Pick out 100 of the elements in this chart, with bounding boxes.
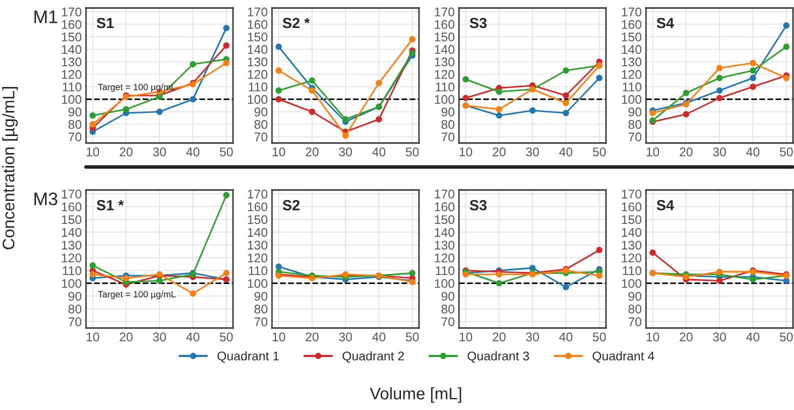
y-tick-label: 80 (68, 304, 82, 314)
y-axis-title: Concentration [µg/mL] (2, 87, 18, 250)
y-tick-label: 80 (254, 120, 268, 129)
x-tick-label: 30 (339, 147, 352, 156)
y-tick-label: 120 (434, 70, 454, 79)
x-tick-label: 50 (780, 147, 793, 156)
x-tick-label: 30 (713, 147, 726, 156)
x-tick-label: 10 (646, 332, 660, 342)
y-tick-label: 110 (248, 82, 268, 92)
x-tick-label: 40 (372, 332, 386, 342)
text: S1 (96, 18, 114, 28)
y-tick-label: 160 (622, 20, 642, 29)
y-tick-label: 130 (248, 240, 268, 250)
y-tick-label: 170 (622, 8, 642, 16)
x-tick-label: 50 (592, 147, 606, 156)
x-tick-label: 10 (86, 147, 100, 156)
y-tick-label: 80 (254, 304, 268, 314)
text: S2 * (282, 18, 310, 28)
y-tick-label: 80 (68, 120, 82, 129)
y-tick-label: 120 (62, 254, 82, 262)
y-tick-label: 130 (622, 58, 642, 66)
x-tick-label: 40 (559, 332, 572, 342)
y-tick-label: 80 (628, 304, 642, 314)
x-tick-label: 10 (86, 332, 100, 342)
y-tick-label: 140 (248, 228, 268, 237)
y-tick-label: 120 (248, 70, 268, 79)
x-tick-label: 40 (559, 147, 572, 156)
y-tick-label: 140 (434, 228, 454, 237)
x-tick-label: 30 (339, 332, 352, 342)
y-tick-label: 100 (434, 279, 454, 288)
y-tick-label: 130 (434, 240, 454, 250)
x-tick-label: 20 (120, 332, 133, 342)
x-tick-label: 30 (153, 332, 166, 342)
y-tick-label: 100 (622, 95, 642, 104)
y-tick-label: 70 (254, 317, 268, 326)
y-tick-label: 150 (248, 32, 268, 42)
text: S4 (656, 18, 674, 28)
x-tick-label: 10 (460, 147, 472, 156)
y-tick-label: 140 (248, 45, 268, 54)
y-tick-label: 70 (68, 132, 82, 142)
y-tick-label: 160 (248, 202, 268, 212)
x-tick-label: 30 (153, 147, 166, 156)
y-tick-label: 140 (62, 45, 82, 54)
x-tick-label: 10 (272, 147, 286, 156)
y-tick-label: 120 (622, 70, 642, 79)
y-tick-label: 110 (62, 266, 82, 276)
x-tick-label: 50 (220, 147, 233, 156)
y-tick-label: 140 (622, 45, 642, 54)
y-tick-label: 140 (622, 228, 642, 237)
y-tick-label: 90 (442, 108, 454, 116)
y-tick-label: 90 (442, 292, 454, 301)
y-tick-label: 110 (248, 266, 268, 276)
y-tick-label: 90 (68, 292, 82, 301)
y-tick-label: 70 (68, 317, 82, 326)
text: S2 (282, 200, 300, 210)
y-tick-label: 150 (622, 215, 642, 224)
y-tick-label: 160 (434, 20, 454, 29)
x-axis-title: Volume [mL] (370, 387, 462, 403)
y-tick-label: 70 (442, 132, 454, 142)
text: S1 * (96, 200, 124, 210)
x-tick-label: 20 (306, 332, 319, 342)
legend-label: Quadrant 2 (342, 351, 404, 363)
y-tick-label: 120 (62, 70, 82, 79)
x-tick-label: 40 (186, 332, 200, 342)
legend-label: Quadrant 3 (468, 351, 529, 363)
y-tick-label: 130 (248, 58, 268, 66)
x-tick-label: 50 (592, 332, 606, 342)
y-tick-label: 120 (622, 254, 642, 262)
y-tick-label: 130 (62, 58, 82, 66)
x-tick-label: 50 (406, 332, 419, 342)
y-tick-label: 100 (434, 95, 454, 104)
y-tick-label: 170 (62, 190, 82, 198)
y-tick-label: 80 (628, 120, 642, 129)
legend-label: Quadrant 1 (218, 351, 279, 363)
y-tick-label: 70 (628, 317, 642, 326)
y-tick-label: 90 (254, 108, 268, 116)
y-tick-label: 150 (434, 215, 454, 224)
y-tick-label: 90 (628, 292, 642, 301)
y-tick-label: 110 (622, 82, 642, 92)
y-tick-label: 160 (62, 202, 82, 212)
text: S4 (656, 200, 674, 210)
y-tick-label: 80 (441, 304, 454, 314)
y-tick-label: 80 (441, 120, 454, 129)
y-tick-label: 170 (434, 8, 454, 16)
y-tick-label: 170 (434, 190, 454, 198)
y-tick-label: 110 (436, 82, 454, 92)
y-tick-label: 170 (622, 190, 642, 198)
x-tick-label: 40 (186, 147, 200, 156)
y-tick-label: 150 (62, 215, 82, 224)
y-tick-label: 70 (442, 317, 454, 326)
y-tick-label: 90 (628, 108, 642, 116)
y-tick-label: 160 (248, 20, 268, 29)
text: S3 (470, 200, 487, 210)
y-tick-label: 150 (434, 32, 454, 42)
x-tick-label: 50 (780, 332, 793, 342)
x-tick-label: 40 (372, 147, 386, 156)
y-tick-label: 110 (62, 82, 82, 92)
y-tick-label: 120 (248, 254, 268, 262)
y-tick-label: 160 (62, 20, 82, 29)
y-tick-label: 140 (434, 45, 454, 54)
